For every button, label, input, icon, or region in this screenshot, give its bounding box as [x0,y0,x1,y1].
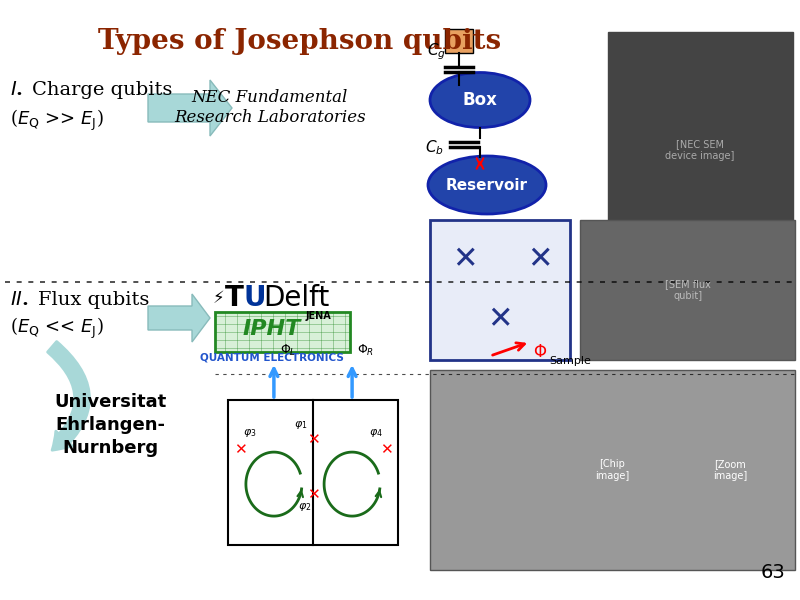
Text: Charge qubits: Charge qubits [32,81,172,99]
Text: IPHT: IPHT [243,319,301,339]
Text: $\varphi_1$: $\varphi_1$ [294,419,308,431]
Text: [Zoom
image]: [Zoom image] [713,459,747,481]
Text: Sample: Sample [549,356,591,366]
Text: 63: 63 [760,563,785,582]
Text: ✕: ✕ [380,443,392,457]
Text: QUANTUM ELECTRONICS: QUANTUM ELECTRONICS [200,353,344,363]
Text: $\Phi$: $\Phi$ [533,343,547,361]
Text: T: T [225,284,244,312]
Text: $\varphi_4$: $\varphi_4$ [369,427,383,439]
FancyBboxPatch shape [215,312,350,352]
Text: ✕: ✕ [306,433,319,448]
Text: [NEC SEM
device image]: [NEC SEM device image] [666,139,734,161]
Text: $\it{II}$.: $\it{II}$. [10,291,29,309]
Text: Delft: Delft [263,284,330,312]
Text: Box: Box [462,91,498,109]
Text: ✕: ✕ [527,245,553,275]
Bar [580,220,795,360]
Text: ✕: ✕ [234,443,246,457]
Text: Research Laboratories: Research Laboratories [174,109,366,127]
Text: NEC Fundamental: NEC Fundamental [192,89,348,107]
Bar [608,32,793,270]
FancyArrowPatch shape [47,341,90,450]
Text: $\varphi_2$: $\varphi_2$ [298,501,312,513]
Bar [430,220,570,360]
Text: JENA: JENA [305,311,331,321]
Text: Nurnberg: Nurnberg [62,439,158,457]
Text: Universitat: Universitat [54,393,166,411]
Text: ✕: ✕ [306,487,319,503]
Text: $\Phi_L$: $\Phi_L$ [280,343,296,358]
Text: $\varphi_3$: $\varphi_3$ [243,427,257,439]
Bar [430,370,795,570]
Text: [SEM flux
qubit]: [SEM flux qubit] [665,279,711,301]
Text: Reservoir: Reservoir [446,178,528,193]
Text: ✕: ✕ [487,305,513,335]
Ellipse shape [428,156,546,214]
Text: $C_b$: $C_b$ [425,139,443,157]
Text: [Chip
image]: [Chip image] [595,459,629,481]
Text: Ehrlangen-: Ehrlangen- [55,416,165,434]
Text: Types of Josephson qubits: Types of Josephson qubits [98,28,502,55]
Polygon shape [148,80,232,136]
Text: ($E_\mathrm{Q}$ >> $E_\mathrm{J}$): ($E_\mathrm{Q}$ >> $E_\mathrm{J}$) [10,107,104,133]
Ellipse shape [430,73,530,127]
Text: Flux qubits: Flux qubits [38,291,150,309]
Text: ⚡: ⚡ [212,289,224,307]
Text: $C_g$: $C_g$ [426,42,446,62]
Text: $\it{I}$.: $\it{I}$. [10,81,23,99]
Text: ✕: ✕ [452,245,478,275]
Polygon shape [148,294,210,342]
Text: ($E_\mathrm{Q}$ << $E_\mathrm{J}$): ($E_\mathrm{Q}$ << $E_\mathrm{J}$) [10,316,104,341]
Text: U: U [244,284,266,312]
FancyBboxPatch shape [445,29,473,53]
Bar [228,400,398,545]
Text: $\Phi_R$: $\Phi_R$ [358,343,374,358]
